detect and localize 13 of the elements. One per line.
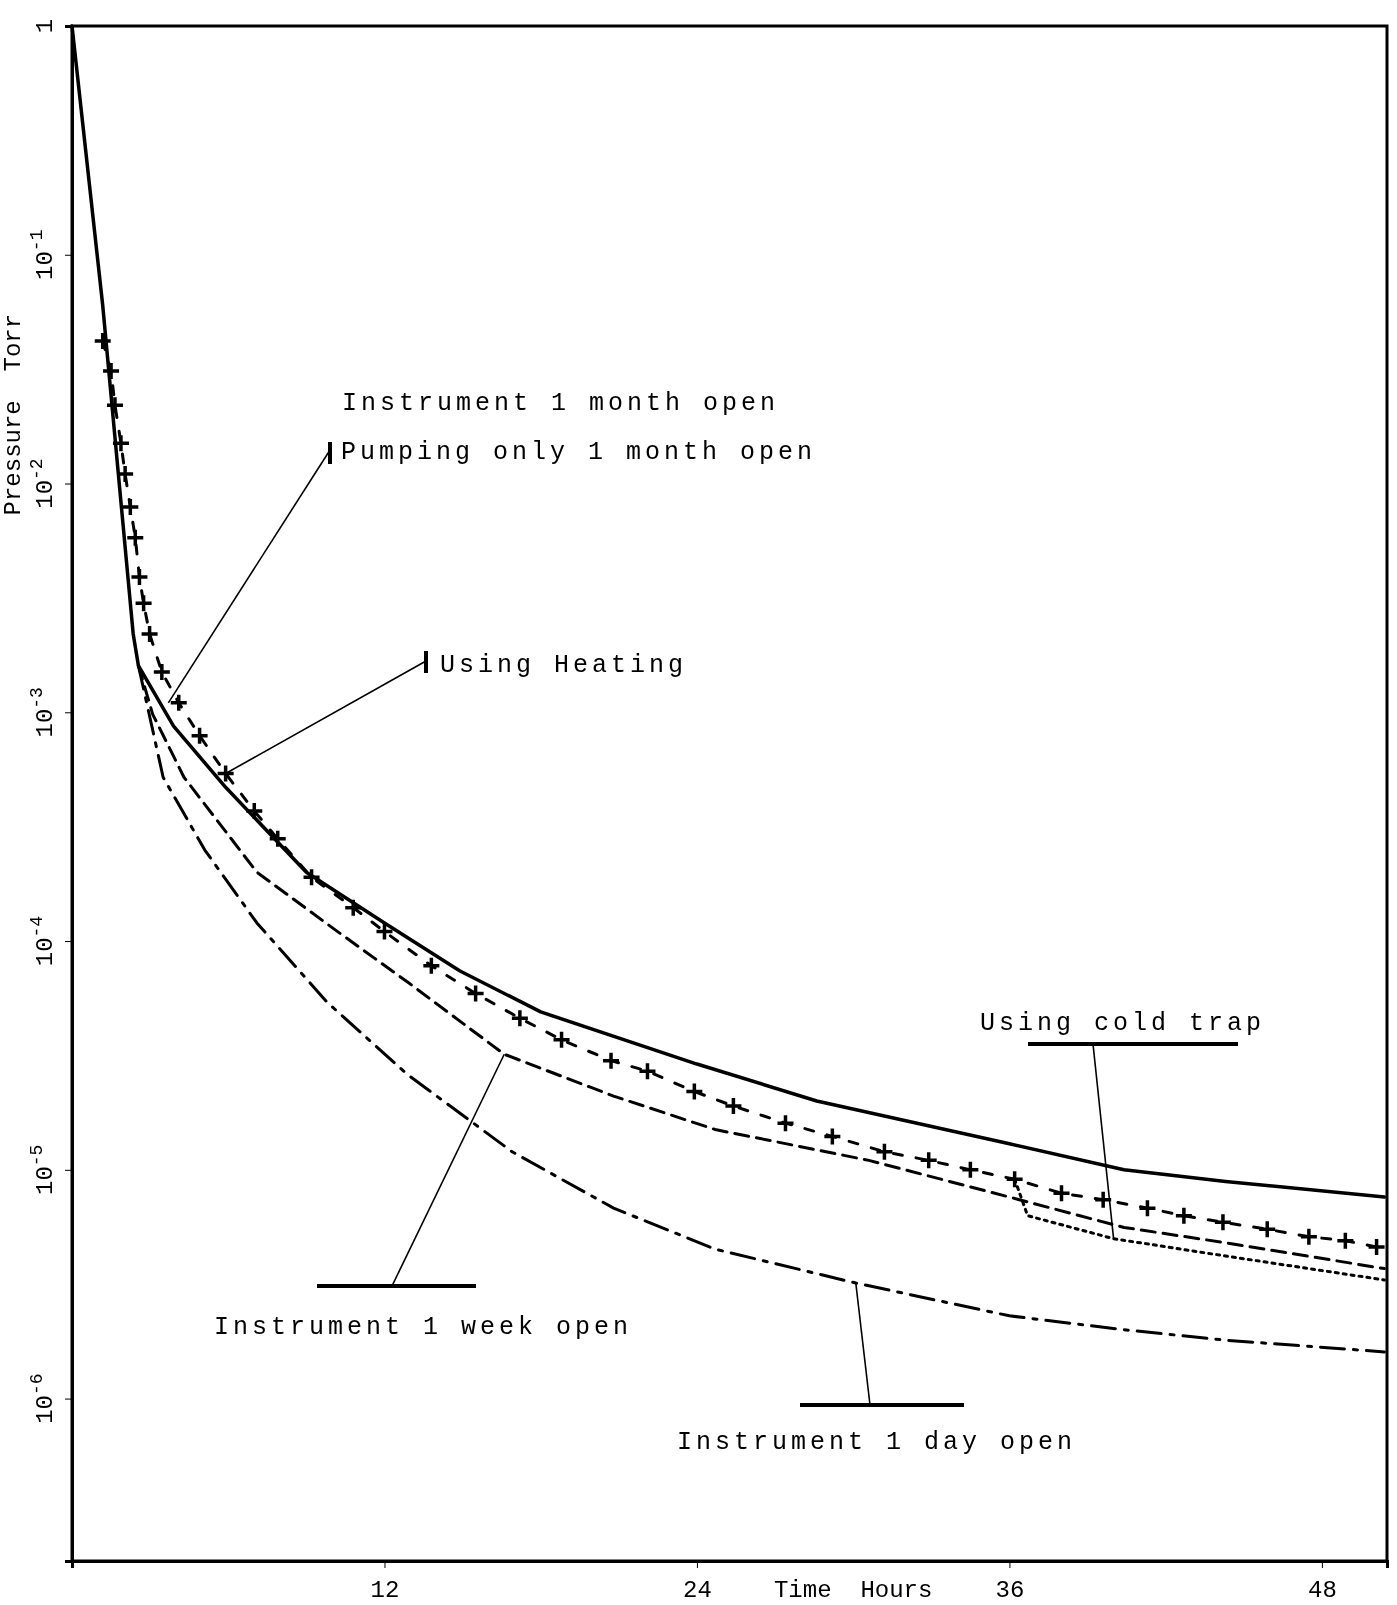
x-tick-label: 24 — [683, 1577, 712, 1605]
x-tick-label: 48 — [1307, 1577, 1337, 1605]
annotation: Using Heating — [440, 651, 688, 680]
x-axis-title: Time Hours — [773, 1577, 933, 1604]
annotation: Pumping only 1 month open — [341, 438, 817, 467]
x-tick-label: 12 — [370, 1577, 400, 1605]
y-tick-label: 1 — [32, 18, 59, 34]
annotation: Instrument 1 day open — [677, 1428, 1077, 1457]
x-tick-label: 36 — [995, 1577, 1025, 1605]
y-axis-title: Pressure Torr — [0, 313, 27, 516]
annotation: Using cold trap — [980, 1009, 1266, 1038]
annotation: Instrument 1 week open — [214, 1313, 633, 1342]
annotation: Instrument 1 month open — [342, 389, 780, 418]
